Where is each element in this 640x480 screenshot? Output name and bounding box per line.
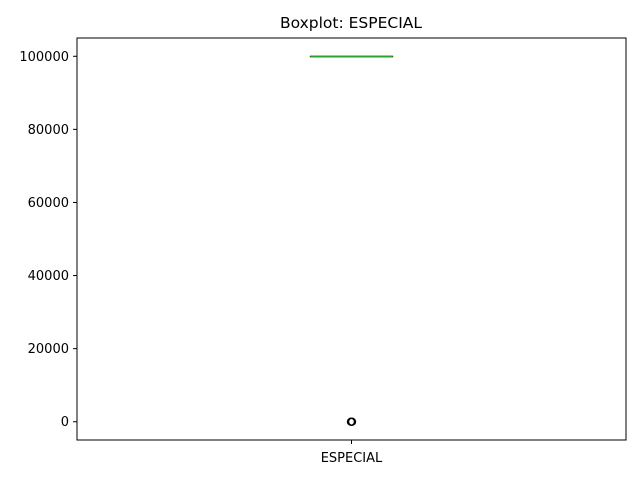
y-tick-label: 80000 (28, 123, 69, 138)
boxes-group (309, 55, 394, 426)
chart-title: Boxplot: ESPECIAL (280, 14, 422, 32)
y-tick-label: 20000 (28, 342, 69, 357)
x-axis: ESPECIAL (321, 440, 383, 466)
y-tick-label: 40000 (28, 269, 69, 284)
y-axis: 0 20000 40000 60000 80000 100000 (19, 50, 77, 430)
outlier-point (348, 417, 357, 426)
x-tick-label: ESPECIAL (321, 451, 383, 466)
y-tick-label: 0 (61, 415, 69, 430)
y-tick-label: 100000 (19, 50, 69, 65)
y-tick-label: 60000 (28, 196, 69, 211)
